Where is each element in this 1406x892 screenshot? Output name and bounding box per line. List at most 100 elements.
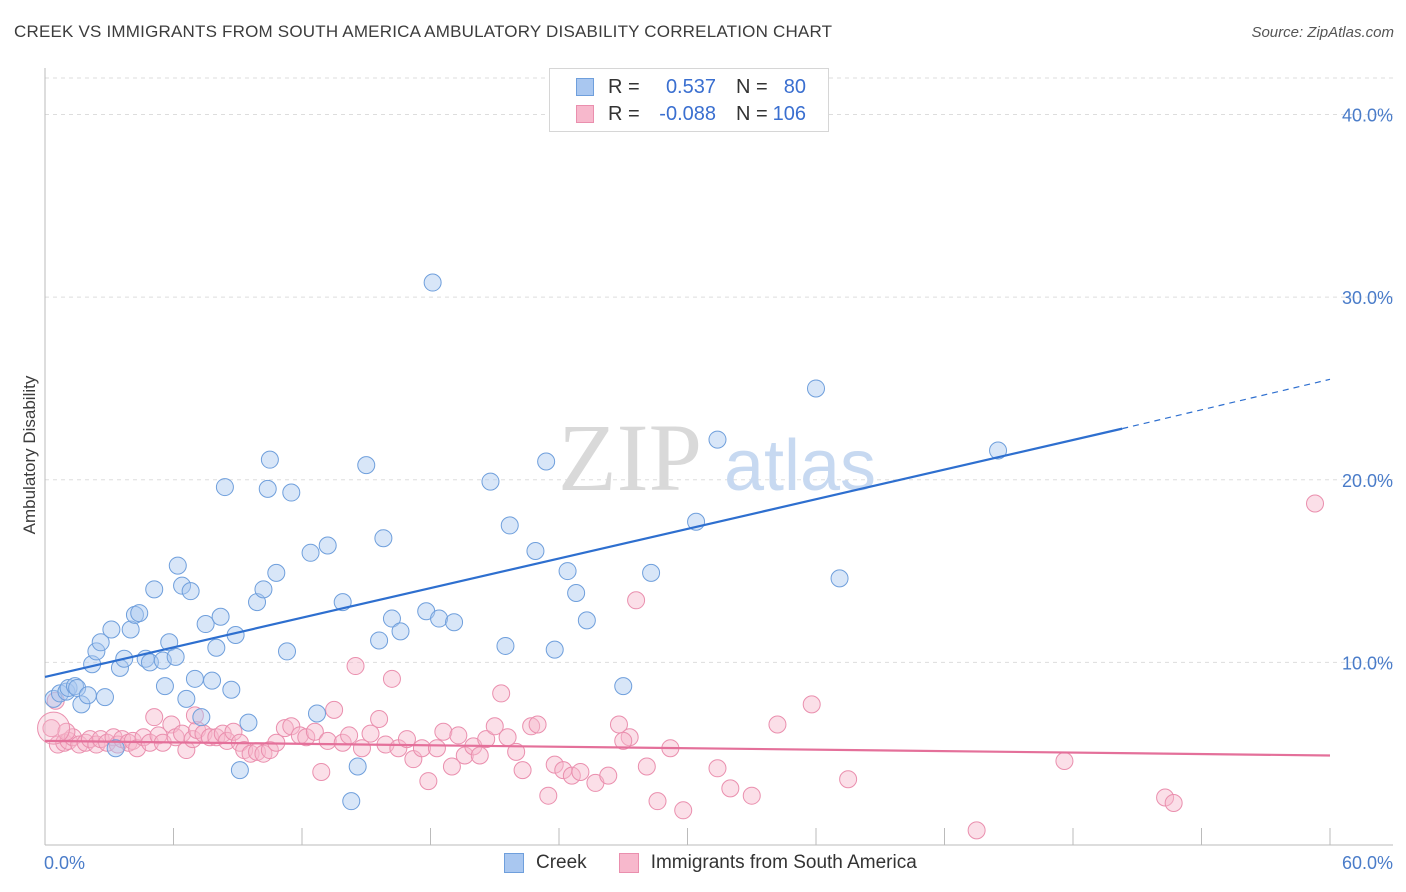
creek-point: [168, 556, 187, 575]
creek-point: [423, 273, 442, 292]
imm-point: [370, 709, 389, 728]
creek-point: [192, 708, 211, 727]
y-tick-label: 30.0%: [1342, 288, 1393, 308]
imm-trend-line: [44, 739, 1331, 757]
imm-point: [562, 766, 581, 785]
creek-point: [558, 562, 577, 581]
imm-point: [1306, 494, 1325, 513]
creek-point: [278, 642, 297, 661]
legend-n-label: N =: [736, 75, 768, 98]
imm-point: [1055, 751, 1074, 770]
imm-point: [42, 719, 61, 738]
imm-point: [513, 761, 532, 780]
legend-r-value: 0.537: [665, 75, 716, 98]
creek-point: [95, 688, 114, 707]
imm-point: [507, 742, 526, 761]
creek-point: [708, 430, 727, 449]
creek-point: [102, 620, 121, 639]
watermark: ZIP atlas: [558, 404, 876, 511]
imm-point: [545, 755, 564, 774]
legend-swatch-creek: [576, 78, 594, 96]
imm-point: [260, 741, 279, 760]
creek-point: [91, 633, 110, 652]
creek-point: [155, 677, 174, 696]
creek-point: [267, 563, 286, 582]
imm-point: [802, 695, 821, 714]
watermark-atlas: atlas: [724, 426, 876, 506]
creek-point: [254, 580, 273, 599]
creek-point: [68, 678, 87, 697]
imm-point: [275, 719, 294, 738]
creek-point: [230, 761, 249, 780]
bottom-legend-swatch-creek: [504, 853, 524, 873]
creek-point: [185, 669, 204, 688]
watermark-zip: ZIP: [558, 404, 702, 511]
creek-trend-line: [44, 427, 1123, 679]
creek-point: [87, 642, 106, 661]
y-tick-label: 20.0%: [1342, 471, 1393, 491]
axes: [44, 68, 1393, 846]
creek-point: [537, 452, 556, 471]
creek-point: [830, 569, 849, 588]
grid-lines: [45, 77, 1395, 663]
imm-point: [528, 715, 547, 734]
creek-point: [196, 615, 215, 634]
creek-point: [173, 576, 192, 595]
imm-point: [485, 717, 504, 736]
imm-point: [333, 733, 352, 752]
source-label: Source: ZipAtlas.com: [1251, 24, 1394, 41]
legend-row-imm: R = -0.088 N = 106: [576, 101, 806, 127]
bottom-legend-label-imm: Immigrants from South America: [650, 852, 917, 873]
bottom-legend: Creek Immigrants from South America: [504, 852, 949, 874]
creek-point: [374, 529, 393, 548]
creek-point: [177, 689, 196, 708]
bottom-legend-creek: Creek: [504, 852, 587, 874]
creek-point: [430, 609, 449, 628]
creek-point: [72, 695, 91, 714]
imm-point: [419, 772, 438, 791]
bottom-legend-label-creek: Creek: [536, 852, 587, 873]
creek-point: [989, 441, 1008, 460]
imm-point: [571, 762, 590, 781]
imm-point: [637, 757, 656, 776]
creek-point: [222, 680, 241, 699]
creek-point: [301, 543, 320, 562]
creek-point: [391, 622, 410, 641]
legend-swatch-imm: [576, 105, 594, 123]
creek-point: [282, 483, 301, 502]
x-tick-label: 60.0%: [1342, 853, 1393, 873]
creek-point: [481, 472, 500, 491]
imm-point: [297, 728, 316, 747]
creek-point: [145, 580, 164, 599]
imm-point: [346, 657, 365, 676]
imm-point: [539, 786, 558, 805]
creek-point: [215, 478, 234, 497]
imm-point: [522, 717, 541, 736]
imm-point: [305, 722, 324, 741]
imm-point: [839, 770, 858, 789]
imm-point: [361, 724, 380, 743]
imm-point: [674, 801, 693, 820]
imm-point: [742, 786, 761, 805]
creek-point: [500, 516, 519, 535]
imm-point: [224, 722, 243, 741]
creek-point: [211, 607, 230, 626]
chart-title: CREEK VS IMMIGRANTS FROM SOUTH AMERICA A…: [14, 22, 833, 41]
imm-point: [599, 766, 618, 785]
bottom-legend-imm: Immigrants from South America: [618, 852, 917, 874]
imm-point: [340, 726, 359, 745]
creek-point: [642, 563, 661, 582]
creek-point: [260, 450, 279, 469]
imm-point: [412, 739, 431, 758]
legend-n-value: 106: [772, 102, 806, 125]
legend-n-value: 80: [783, 75, 806, 98]
creek-point: [50, 684, 69, 703]
imm-point: [318, 731, 337, 750]
imm-point: [1156, 788, 1175, 807]
creek-point: [130, 604, 149, 623]
creek-points: [44, 273, 1008, 811]
imm-point: [449, 726, 468, 745]
tick-labels: 10.0% 20.0% 30.0% 40.0% 0.0% 60.0%: [44, 106, 1393, 873]
creek-point: [181, 582, 200, 601]
